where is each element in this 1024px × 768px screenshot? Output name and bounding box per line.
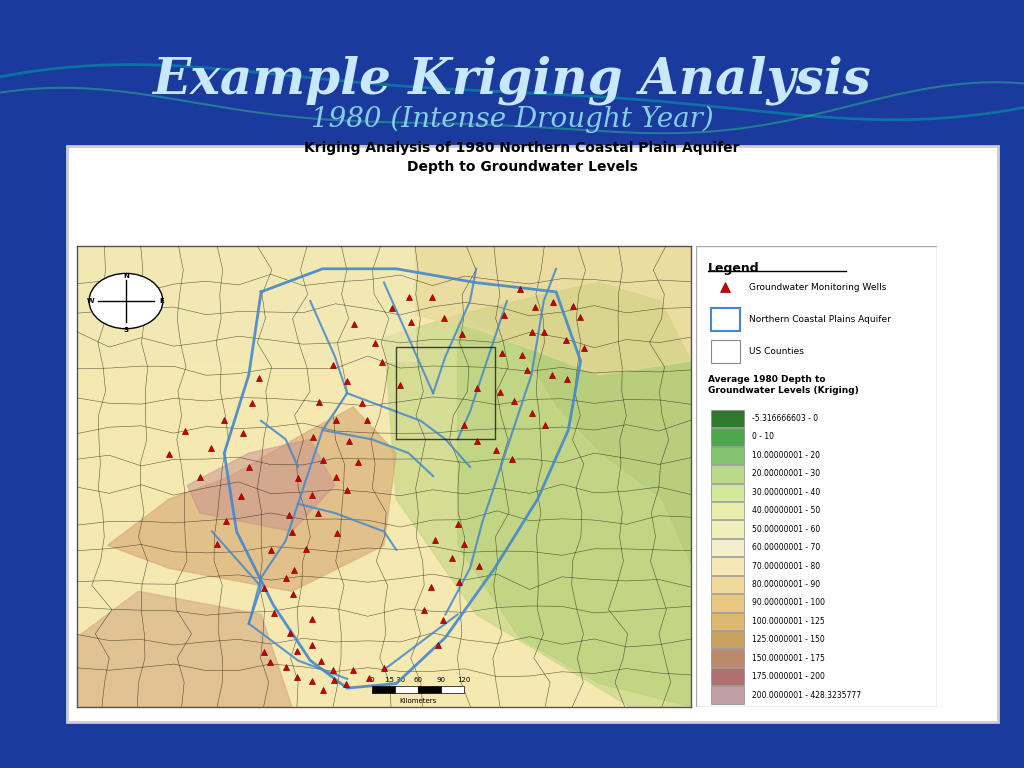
Text: 120: 120 [457,677,471,683]
Bar [372,686,394,693]
Text: 70.00000001 - 80: 70.00000001 - 80 [752,561,820,571]
Text: 20.00000001 - 30: 20.00000001 - 30 [752,469,820,478]
Bar [711,594,744,611]
Text: N: N [123,273,129,279]
Text: 30.00000001 - 40: 30.00000001 - 40 [752,488,820,497]
Text: 150.0000001 - 175: 150.0000001 - 175 [752,654,824,663]
Text: 60: 60 [414,677,422,683]
Circle shape [89,273,163,329]
Bar [711,429,744,445]
Text: 15 30: 15 30 [385,677,404,683]
Text: Kilometers: Kilometers [399,698,436,704]
Polygon shape [415,246,691,375]
Bar [711,613,744,630]
Text: -5.316666603 - 0: -5.316666603 - 0 [752,414,818,423]
Text: 80.00000001 - 90: 80.00000001 - 90 [752,580,820,589]
Bar [711,650,744,667]
Bar [711,631,744,648]
Text: E: E [159,298,164,304]
Text: 100.0000001 - 125: 100.0000001 - 125 [752,617,824,626]
Bar [711,502,744,519]
Polygon shape [108,407,396,591]
Bar [711,576,744,593]
Polygon shape [384,315,691,707]
Text: 200.0000001 - 428.3235777: 200.0000001 - 428.3235777 [752,690,861,700]
Text: 1980 (Intense Drought Year): 1980 (Intense Drought Year) [310,105,714,133]
FancyBboxPatch shape [67,146,998,722]
Text: 0 - 10: 0 - 10 [752,432,774,442]
Bar [711,668,744,685]
Polygon shape [187,439,335,531]
Polygon shape [458,283,691,707]
Bar [418,686,441,693]
Text: W: W [86,298,94,304]
Text: Legend: Legend [709,262,760,275]
Text: Average 1980 Depth to
Groundwater Levels (Kriging): Average 1980 Depth to Groundwater Levels… [709,375,859,395]
Bar [711,465,744,482]
Bar [440,686,464,693]
Text: US Counties: US Counties [750,347,804,356]
Text: 10.00000001 - 20: 10.00000001 - 20 [752,451,819,460]
Bar [711,410,744,427]
Text: S: S [124,326,128,333]
Text: 60.00000001 - 70: 60.00000001 - 70 [752,543,820,552]
Text: Groundwater Monitoring Wells: Groundwater Monitoring Wells [750,283,887,292]
Bar [711,484,744,501]
Polygon shape [77,591,292,707]
Text: Kriging Analysis of 1980 Northern Coastal Plain Aquifer
Depth to Groundwater Lev: Kriging Analysis of 1980 Northern Coasta… [304,141,740,174]
Bar [711,447,744,464]
Polygon shape [77,246,415,361]
Text: Northern Coastal Plains Aquifer: Northern Coastal Plains Aquifer [750,315,891,324]
Text: 40.00000001 - 50: 40.00000001 - 50 [752,506,820,515]
Text: 125.0000001 - 150: 125.0000001 - 150 [752,635,824,644]
Text: 0: 0 [370,677,374,683]
Bar [711,521,744,538]
Text: Example Kriging Analysis: Example Kriging Analysis [153,56,871,105]
Bar [711,687,744,703]
Bar [711,308,739,331]
Bar [711,539,744,556]
Text: 90: 90 [436,677,445,683]
Text: 175.0000001 - 200: 175.0000001 - 200 [752,672,824,681]
Text: 90.00000001 - 100: 90.00000001 - 100 [752,598,824,607]
Text: 50.00000001 - 60: 50.00000001 - 60 [752,525,820,534]
Bar [711,340,739,363]
Bar [394,686,418,693]
Bar [711,558,744,574]
